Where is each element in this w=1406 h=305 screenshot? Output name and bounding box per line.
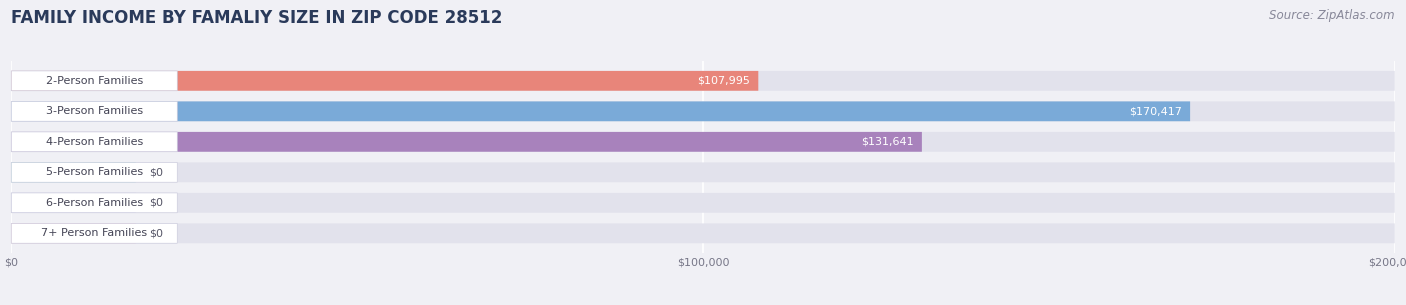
Text: $170,417: $170,417 bbox=[1129, 106, 1182, 116]
Text: $131,641: $131,641 bbox=[860, 137, 914, 147]
Text: 6-Person Families: 6-Person Families bbox=[46, 198, 143, 208]
FancyBboxPatch shape bbox=[11, 132, 922, 152]
FancyBboxPatch shape bbox=[11, 71, 1395, 91]
FancyBboxPatch shape bbox=[11, 101, 1189, 121]
FancyBboxPatch shape bbox=[11, 162, 177, 182]
FancyBboxPatch shape bbox=[11, 71, 758, 91]
Text: $0: $0 bbox=[149, 228, 163, 238]
FancyBboxPatch shape bbox=[11, 132, 177, 152]
FancyBboxPatch shape bbox=[11, 101, 177, 121]
Text: $107,995: $107,995 bbox=[697, 76, 749, 86]
FancyBboxPatch shape bbox=[11, 223, 1395, 243]
Text: 2-Person Families: 2-Person Families bbox=[45, 76, 143, 86]
FancyBboxPatch shape bbox=[11, 223, 177, 243]
FancyBboxPatch shape bbox=[11, 193, 177, 213]
Text: 5-Person Families: 5-Person Families bbox=[46, 167, 143, 177]
FancyBboxPatch shape bbox=[11, 193, 136, 213]
Text: 7+ Person Families: 7+ Person Families bbox=[41, 228, 148, 238]
Text: 3-Person Families: 3-Person Families bbox=[46, 106, 143, 116]
Text: $0: $0 bbox=[149, 167, 163, 177]
FancyBboxPatch shape bbox=[11, 193, 1395, 213]
FancyBboxPatch shape bbox=[11, 162, 1395, 182]
FancyBboxPatch shape bbox=[11, 132, 1395, 152]
Text: FAMILY INCOME BY FAMALIY SIZE IN ZIP CODE 28512: FAMILY INCOME BY FAMALIY SIZE IN ZIP COD… bbox=[11, 9, 502, 27]
FancyBboxPatch shape bbox=[11, 71, 177, 91]
FancyBboxPatch shape bbox=[11, 162, 136, 182]
FancyBboxPatch shape bbox=[11, 223, 136, 243]
Text: Source: ZipAtlas.com: Source: ZipAtlas.com bbox=[1270, 9, 1395, 22]
Text: 4-Person Families: 4-Person Families bbox=[45, 137, 143, 147]
Text: $0: $0 bbox=[149, 198, 163, 208]
FancyBboxPatch shape bbox=[11, 101, 1395, 121]
